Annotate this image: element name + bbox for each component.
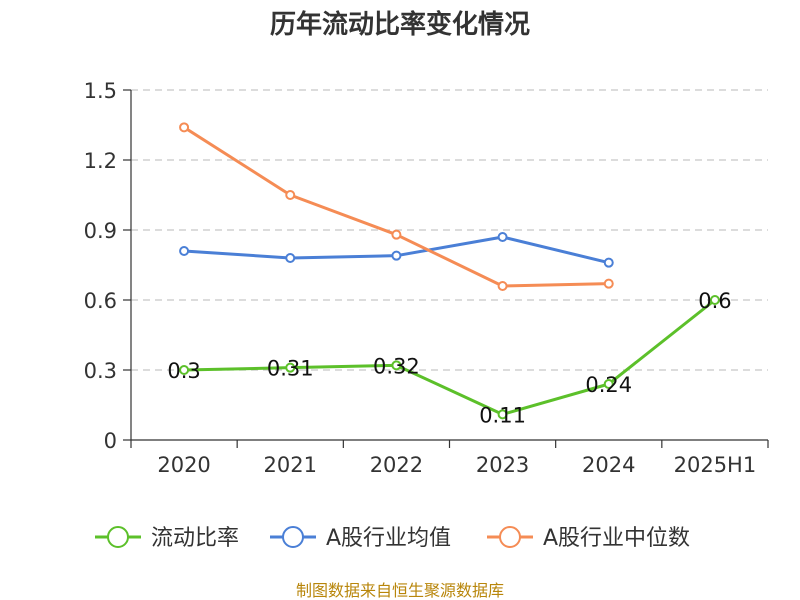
x-tick-label: 2020	[157, 453, 210, 477]
data-point	[179, 246, 190, 256]
data-point	[603, 379, 614, 389]
series-line	[182, 125, 611, 288]
data-point	[497, 409, 508, 420]
data-point	[179, 365, 190, 375]
y-tick-label: 1.5	[84, 79, 117, 103]
data-label: 0.11	[479, 403, 526, 427]
data-point	[603, 278, 614, 289]
data-point	[391, 360, 402, 371]
chart-title: 历年流动比率变化情况	[270, 9, 530, 40]
series-line	[182, 298, 717, 416]
data-label: 0.31	[267, 357, 314, 381]
legend-label: A股行业均值	[326, 526, 451, 551]
legend-label: A股行业中位数	[543, 526, 690, 551]
x-tick-label: 2022	[370, 453, 423, 477]
legend-label: 流动比率	[151, 526, 239, 551]
data-point	[285, 190, 296, 200]
data-point	[497, 281, 508, 291]
x-tick-label: 2024	[582, 453, 635, 477]
y-tick-label: 0.6	[84, 289, 117, 313]
source-note: 制图数据来自恒生聚源数据库	[296, 581, 504, 600]
x-tick-label: 2023	[476, 453, 529, 477]
legend-marker-circle	[282, 526, 304, 548]
data-label: 0.3	[167, 359, 200, 383]
data-labels: 0.3 0.31 0.32 0.11 0.24 0.6	[167, 289, 731, 427]
grid-lines	[131, 89, 768, 371]
legend: 流动比率 A股行业均值 A股行业中位数	[95, 526, 690, 551]
data-label: 0.32	[373, 354, 420, 378]
data-label: 0.6	[698, 289, 731, 313]
legend-marker-circle	[107, 526, 129, 548]
series-lines	[179, 122, 720, 420]
data-point	[709, 295, 720, 305]
legend-marker-circle	[499, 526, 521, 548]
data-point	[179, 122, 190, 133]
data-point	[391, 229, 402, 240]
data-point	[603, 257, 614, 268]
y-tick-label: 0	[104, 429, 117, 453]
y-tick-label: 0.3	[84, 359, 117, 383]
data-point	[285, 253, 296, 263]
data-point	[285, 362, 296, 373]
y-tick-label: 0.9	[84, 219, 117, 243]
data-label: 0.24	[585, 373, 632, 397]
y-tick-label: 1.2	[84, 149, 117, 173]
data-point	[497, 232, 508, 242]
x-tick-label: 2025H1	[674, 453, 757, 477]
x-tick-label: 2021	[264, 453, 317, 477]
axes: 0 0.3 0.6 0.9 1.2 1.5 2020 2021 2022 2023 2024 2025…	[84, 79, 769, 477]
data-point	[391, 250, 402, 261]
